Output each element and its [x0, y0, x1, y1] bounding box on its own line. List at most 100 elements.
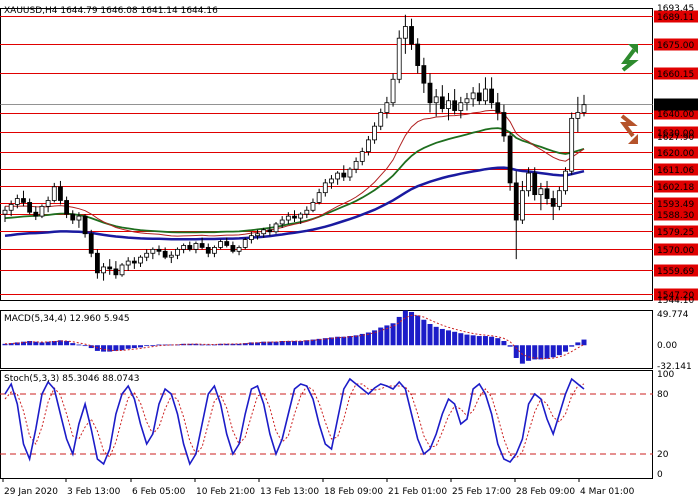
candle-63 — [390, 73, 396, 107]
candle-85 — [526, 167, 531, 197]
time-label-5: 18 Feb 09:00 — [324, 487, 383, 497]
macd-bar-13 — [82, 345, 88, 347]
candle-90 — [556, 186, 562, 211]
candle-body — [513, 182, 519, 221]
up-arrow-shape — [621, 48, 639, 72]
macd-header: MACD(5,34,4) 12.960 5.945 — [4, 314, 130, 324]
time-label-0: 29 Jan 2020 — [4, 487, 58, 497]
candle-68 — [421, 57, 427, 93]
candle-body — [501, 112, 507, 137]
candle-26 — [162, 247, 168, 260]
candle-56 — [347, 167, 353, 181]
candle-31 — [193, 241, 199, 254]
candle-23 — [144, 249, 150, 262]
candle-5 — [33, 206, 39, 221]
macd-bar-76 — [470, 335, 476, 346]
candle-body — [199, 243, 205, 248]
candle-94 — [581, 94, 587, 117]
candle-body — [569, 117, 575, 172]
candle-87 — [538, 182, 544, 211]
candle-0 — [2, 206, 8, 222]
current-price-label: 1644.16 — [657, 101, 694, 111]
candle-19 — [119, 263, 125, 277]
macd-bar-47 — [292, 340, 297, 346]
macd-bar-37 — [230, 343, 236, 346]
macd-bar-34 — [211, 344, 217, 346]
candle-body — [581, 104, 587, 113]
macd-bar-67 — [415, 315, 421, 346]
time-label-9: 4 Mar 01:00 — [580, 487, 635, 497]
macd-bar-52 — [322, 338, 328, 346]
macd-bar-81 — [501, 340, 507, 346]
candle-89 — [550, 190, 556, 221]
candle-9 — [58, 180, 63, 205]
candle-59 — [366, 135, 371, 156]
macd-bar-72 — [445, 330, 451, 346]
candle-body — [452, 100, 458, 111]
candle-93 — [575, 96, 581, 133]
price-axis-tick-bottom: 1544.10 — [657, 296, 694, 306]
macd-bar-92 — [569, 345, 575, 347]
level-label-8: 1602.18 — [657, 183, 694, 193]
level-label-bg-7 — [654, 163, 698, 176]
level-label-bg-12 — [654, 243, 698, 256]
candle-55 — [341, 165, 347, 181]
candle-body — [366, 139, 371, 153]
candle-84 — [520, 180, 525, 224]
candle-73 — [452, 89, 458, 115]
macd-bar-54 — [335, 336, 341, 346]
candle-body — [359, 151, 365, 162]
candle-1 — [8, 200, 14, 217]
candle-body — [526, 172, 531, 192]
candle-body — [82, 215, 88, 235]
candle-30 — [187, 241, 193, 252]
stoch-header: Stoch(5,3,3) 85.3046 88.0743 — [4, 374, 139, 384]
price-header: XAUUSD,H4 1644.79 1646.08 1641.14 1644.1… — [4, 6, 218, 16]
macd-bar-75 — [464, 334, 470, 346]
candle-54 — [335, 171, 341, 185]
level-label-9: 1593.49 — [657, 200, 694, 210]
candle-8 — [51, 182, 57, 203]
candle-body — [544, 188, 550, 199]
macd-axis-tick-top: 49.774 — [657, 310, 689, 320]
candle-body — [396, 37, 402, 80]
candle-80 — [495, 92, 501, 121]
candle-6 — [39, 204, 45, 219]
macd-bar-39 — [242, 343, 248, 346]
macd-bar-69 — [427, 324, 433, 346]
candle-body — [292, 215, 297, 219]
price-axis-tick-top: 1693.45 — [657, 4, 694, 14]
candle-39 — [242, 237, 248, 250]
candle-body — [58, 186, 63, 201]
candle-body — [51, 186, 57, 201]
candle-27 — [168, 251, 174, 264]
candle-40 — [248, 231, 254, 244]
macd-bar-90 — [556, 345, 562, 356]
macd-bar-7 — [45, 341, 51, 346]
candle-body — [476, 92, 482, 102]
macd-bar-93 — [575, 342, 581, 346]
candle-14 — [88, 229, 94, 258]
candle-body — [193, 243, 199, 250]
macd-bar-68 — [421, 319, 427, 346]
level-label-bg-0 — [654, 10, 698, 23]
candle-41 — [255, 229, 260, 240]
macd-bar-42 — [261, 341, 267, 346]
stoch-axis-tick-80: 80 — [657, 390, 669, 400]
candle-body — [150, 248, 156, 254]
candle-body — [131, 260, 137, 264]
candle-body — [575, 112, 581, 119]
macd-bar-0 — [2, 343, 8, 346]
candle-body — [353, 160, 359, 170]
candle-33 — [205, 243, 211, 258]
candle-body — [464, 98, 470, 104]
level-label-3: 1640.00 — [657, 110, 694, 120]
candle-65 — [402, 14, 408, 54]
candle-body — [427, 82, 433, 104]
candle-body — [88, 233, 94, 254]
level-label-11: 1579.25 — [657, 228, 694, 238]
macd-bar-49 — [304, 340, 310, 346]
macd-plot — [2, 310, 587, 364]
candle-42 — [261, 227, 267, 238]
candle-body — [520, 190, 525, 221]
